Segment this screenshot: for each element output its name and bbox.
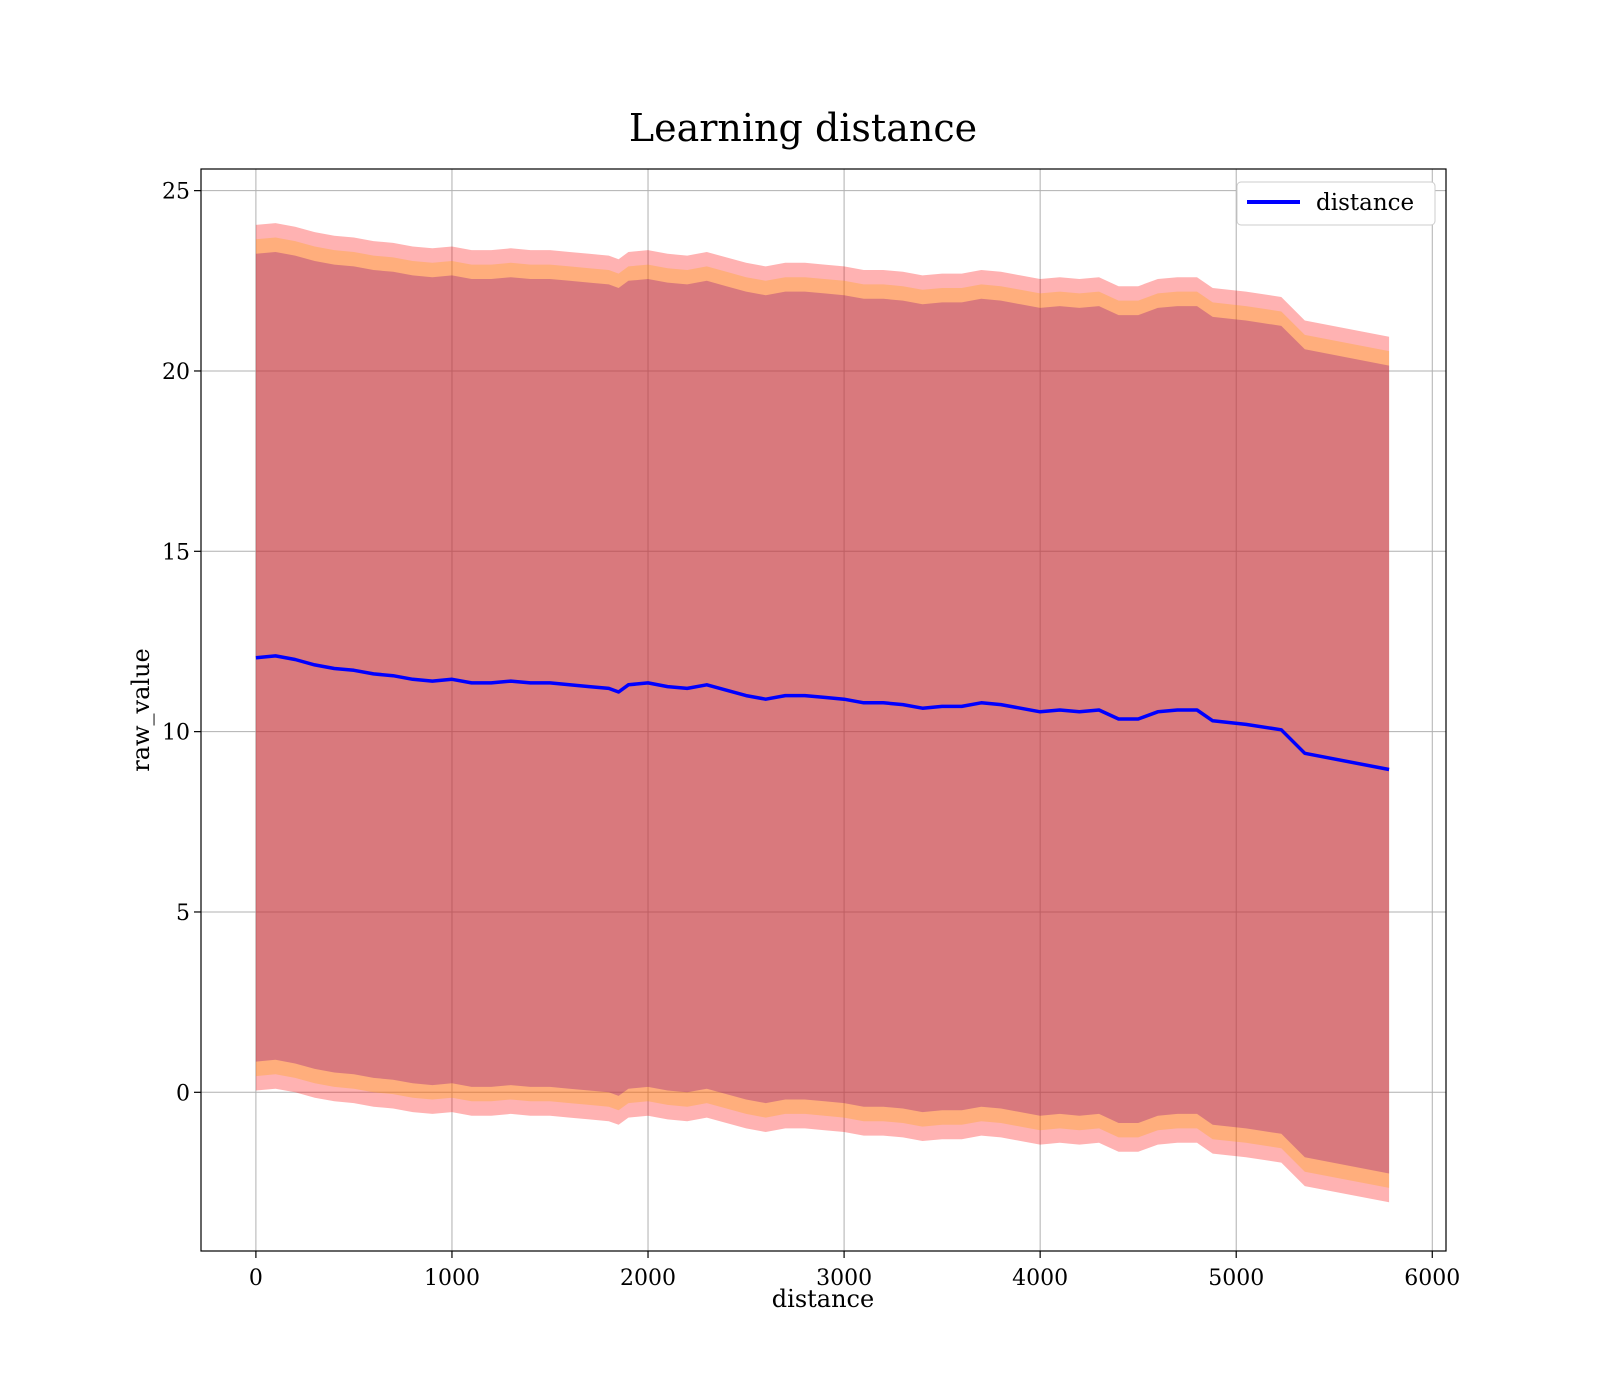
x-tick-label: 1000 [424,1266,480,1291]
y-tick-label: 0 [176,1081,190,1106]
series-line-distance [255,654,1390,772]
y-tick-label: 5 [176,901,190,926]
y-tick-label: 10 [162,721,190,746]
x-tick-label: 5000 [1208,1266,1264,1291]
y-tick-label: 15 [162,540,190,565]
axis-ticks: 0 1000 2000 3000 4000 5000 6000 0 5 10 15 20 25 [162,180,1460,1291]
band-areas [255,223,1390,1203]
y-tick-label: 20 [162,360,190,385]
y-tick-label: 25 [162,180,190,205]
y-axis-label: raw_value [127,648,155,772]
x-tick-label: 6000 [1404,1266,1460,1291]
band-inner [255,252,1390,1174]
x-tick-label: 2000 [620,1266,676,1291]
plot-background [201,169,1446,1251]
x-tick-label: 0 [249,1266,263,1291]
grid [201,169,1446,1251]
x-tick-label: 4000 [1012,1266,1068,1291]
legend-label-distance: distance [1316,190,1414,216]
legend: distance [1236,181,1436,226]
chart-title: Learning distance [629,106,977,150]
band-middle [255,237,1390,1188]
legend-box [1236,181,1436,226]
plot-frame [200,168,1447,1252]
x-tick-label: 3000 [816,1266,872,1291]
series-lines [255,654,1390,772]
x-axis-label: distance [772,1285,874,1313]
band-outer [255,223,1390,1203]
